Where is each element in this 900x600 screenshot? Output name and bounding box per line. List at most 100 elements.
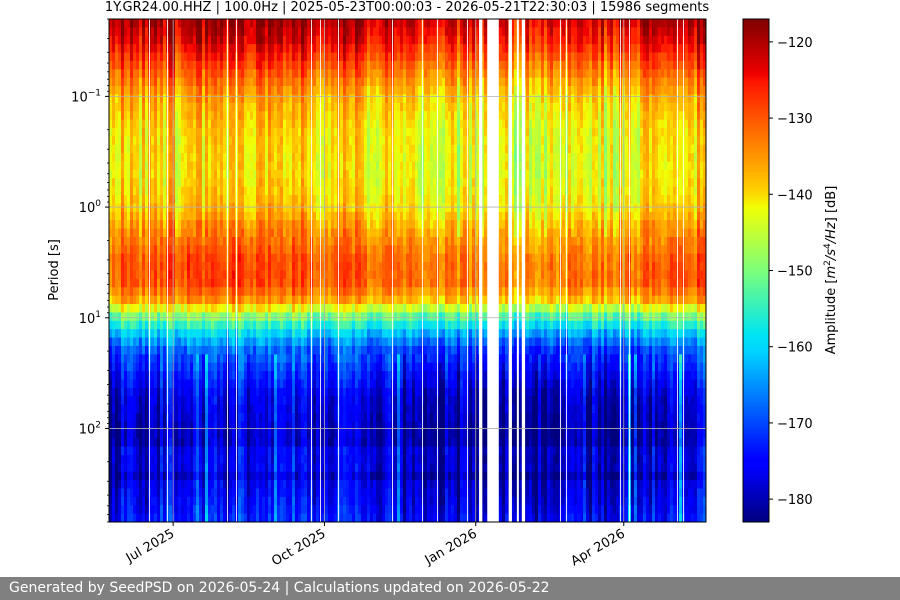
spectrogram-cell	[211, 203, 215, 213]
spectrogram-cell	[139, 438, 143, 448]
spectrogram-cell	[340, 304, 344, 313]
spectrogram-cell	[160, 304, 164, 313]
spectrogram-cell	[328, 245, 332, 255]
spectrogram-cell	[343, 304, 347, 313]
spectrogram-cell	[151, 270, 155, 280]
spectrogram-cell	[268, 329, 272, 339]
spectrogram-cell	[241, 19, 245, 28]
spectrogram-cell	[118, 278, 122, 288]
spectrogram-cell	[304, 480, 308, 489]
spectrogram-cell	[256, 144, 260, 154]
spectrogram-cell	[112, 27, 116, 37]
spectrogram-cell	[145, 94, 149, 104]
spectrogram-cell	[181, 119, 185, 129]
spectrogram-cell	[316, 262, 320, 271]
spectrogram-cell	[253, 496, 257, 506]
spectrogram-cell	[163, 211, 167, 221]
spectrogram-cell	[340, 144, 344, 154]
spectrogram-cell	[142, 27, 146, 37]
spectrogram-cell	[280, 19, 284, 28]
spectrogram-cell	[112, 195, 116, 204]
spectrogram-cell	[325, 69, 329, 79]
spectrogram-cell	[193, 404, 197, 414]
spectrogram-cell	[247, 27, 251, 37]
spectrogram-cell	[139, 35, 143, 45]
spectrogram-cell	[247, 253, 251, 263]
spectrogram-cell	[133, 505, 137, 515]
spectrogram-cell	[214, 27, 218, 37]
spectrogram-cell	[196, 228, 200, 238]
spectrogram-cell	[232, 312, 236, 322]
spectrogram-cell	[142, 245, 146, 255]
spectrogram-cell	[184, 287, 188, 297]
spectrogram-cell	[112, 421, 116, 431]
spectrogram-cell	[241, 186, 245, 196]
spectrogram-cell	[262, 371, 266, 380]
spectrogram-cell	[181, 312, 185, 322]
spectrogram-cell	[130, 505, 134, 515]
spectrogram-cell	[124, 304, 128, 313]
spectrogram-cell	[253, 513, 257, 522]
spectrogram-cell	[109, 127, 113, 137]
spectrogram-cell	[289, 44, 293, 54]
spectrogram-cell	[256, 396, 260, 406]
spectrogram-cell	[214, 295, 218, 305]
spectrogram-cell	[199, 337, 203, 347]
spectrogram-cell	[202, 446, 206, 456]
spectrogram-cell	[220, 19, 224, 28]
spectrogram-cell	[325, 136, 329, 146]
spectrogram-cell	[346, 102, 350, 112]
spectrogram-cell	[208, 304, 212, 313]
spectrogram-cell	[286, 60, 290, 70]
spectrogram-cell	[118, 387, 122, 397]
spectrogram-cell	[223, 320, 227, 330]
spectrogram-cell	[151, 329, 155, 339]
spectrogram-cell	[157, 354, 161, 364]
spectrogram-cell	[256, 153, 260, 163]
spectrogram-cell	[241, 144, 245, 154]
spectrogram-cell	[256, 161, 260, 171]
spectrogram-cell	[295, 413, 299, 422]
spectrogram-cell	[178, 454, 182, 464]
spectrogram-cell	[307, 379, 311, 389]
spectrogram-cell	[241, 161, 245, 171]
spectrogram-cell	[169, 253, 173, 263]
spectrogram-cell	[163, 404, 167, 414]
spectrogram-cell	[253, 69, 257, 79]
spectrogram-cell	[130, 320, 134, 330]
spectrogram-cell	[175, 320, 179, 330]
spectrogram-cell	[172, 44, 176, 54]
spectrogram-cell	[307, 438, 311, 448]
spectrogram-cell	[196, 320, 200, 330]
spectrogram-cell	[115, 446, 119, 456]
spectrogram-cell	[118, 404, 122, 414]
spectrogram-cell	[115, 480, 119, 489]
spectrogram-cell	[340, 52, 344, 62]
spectrogram-cell	[154, 387, 158, 397]
spectrogram-cell	[121, 471, 125, 481]
spectrogram-cell	[229, 354, 233, 364]
spectrogram-cell	[211, 253, 215, 263]
spectrogram-cell	[139, 287, 143, 297]
spectrogram-cell	[151, 136, 155, 146]
spectrogram-cell	[109, 236, 113, 246]
spectrogram-cell	[196, 278, 200, 288]
spectrogram-cell	[223, 454, 227, 464]
spectrogram-cell	[115, 387, 119, 397]
spectrogram-cell	[223, 262, 227, 271]
spectrogram-cell	[292, 446, 296, 456]
spectrogram-cell	[178, 86, 182, 95]
spectrogram-cell	[292, 513, 296, 522]
spectrogram-cell	[349, 144, 353, 154]
spectrogram-cell	[268, 362, 272, 372]
spectrogram-cell	[244, 278, 248, 288]
spectrogram-cell	[127, 27, 131, 37]
spectrogram-cell	[229, 245, 233, 255]
spectrogram-cell	[292, 44, 296, 54]
spectrogram-cell	[343, 19, 347, 28]
spectrogram-cell	[229, 186, 233, 196]
spectrogram-cell	[127, 396, 131, 406]
spectrogram-cell	[346, 454, 350, 464]
spectrogram-cell	[208, 236, 212, 246]
spectrogram-cell	[145, 404, 149, 414]
